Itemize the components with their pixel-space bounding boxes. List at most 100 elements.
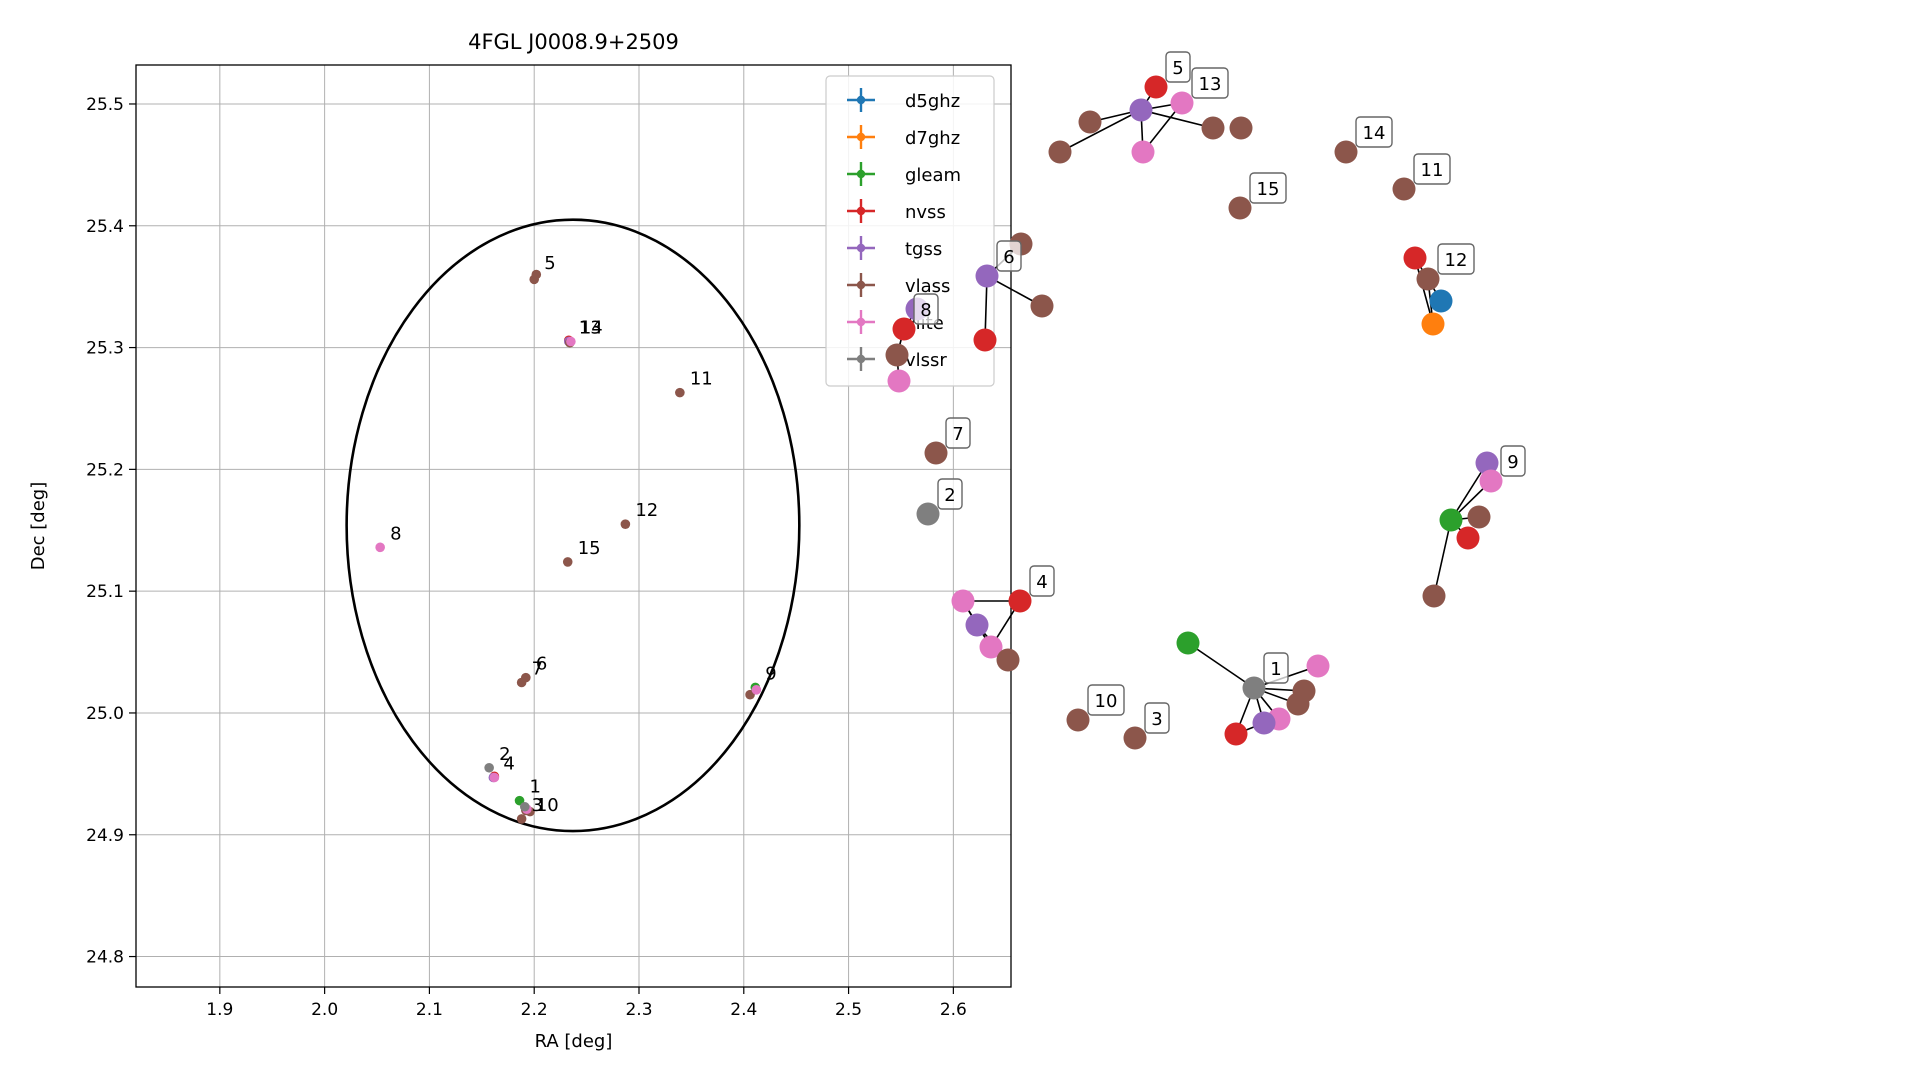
network-node-vlite	[951, 589, 975, 613]
network-node-vlass	[1066, 708, 1090, 732]
network-node-vlass	[1048, 140, 1072, 164]
network-label-text: 2	[944, 485, 955, 506]
network-label-box	[1413, 153, 1451, 185]
network-label-box	[937, 478, 963, 510]
legend-entry-vlssr: vlssr	[847, 347, 947, 371]
legend-entry-d7ghz: d7ghz	[847, 125, 960, 149]
network-label: 2	[937, 478, 963, 510]
legend-marker-dot	[856, 317, 866, 327]
network-node-nvss	[1144, 75, 1168, 99]
legend-label: vlass	[905, 276, 950, 297]
point-annotation: 5	[544, 253, 555, 274]
x-tick-label: 2.4	[730, 1000, 757, 1020]
point-vlass	[521, 672, 531, 683]
network-node-vlass	[996, 648, 1020, 672]
network-node-vlite	[1306, 654, 1330, 678]
legend-marker-dot	[856, 206, 866, 216]
network-label-text: 6	[1003, 247, 1014, 268]
error-ellipse	[345, 218, 801, 833]
network-label: 8	[913, 293, 939, 325]
network-label: 7	[945, 417, 971, 449]
legend-marker-dot	[856, 243, 866, 253]
network-label-text: 8	[920, 300, 931, 321]
legend-entry-d5ghz: d5ghz	[847, 88, 960, 112]
point-annotation: 12	[635, 500, 658, 521]
network-nodes	[885, 75, 1503, 750]
network-label-text: 3	[1151, 709, 1162, 730]
network-label-box	[1191, 67, 1229, 99]
network-node-vlass	[1422, 584, 1446, 608]
legend-label: vlssr	[905, 350, 947, 371]
y-tick-label: 25.2	[86, 460, 124, 480]
point-vlass	[516, 814, 527, 824]
y-tick-label: 25.5	[86, 95, 124, 115]
legend-marker-dot	[856, 132, 866, 142]
network-node-tgss	[975, 264, 999, 288]
point-annotation: 15	[578, 538, 601, 559]
network-node-vlite	[979, 635, 1003, 659]
x-axis-label: RA [deg]	[535, 1031, 613, 1052]
network-node-nvss	[973, 328, 997, 352]
legend-entry-gleam: gleam	[847, 162, 961, 186]
network-label-box	[1165, 51, 1191, 83]
network-node-nvss	[1403, 246, 1427, 270]
network-label: 15	[1249, 172, 1287, 204]
network-label-text: 13	[1199, 74, 1222, 95]
point-annotation: 9	[765, 663, 776, 684]
legend-entry-nvss: nvss	[847, 199, 946, 223]
point-annotation: 3	[532, 795, 543, 816]
network-label-box	[1500, 445, 1526, 477]
network-node-vlass	[1201, 116, 1225, 140]
network-label: 3	[1144, 702, 1170, 734]
point-annotation: 2	[499, 744, 510, 765]
network-label-text: 15	[1257, 179, 1280, 200]
network-node-tgss	[1129, 98, 1153, 122]
legend-marker-dot	[856, 280, 866, 290]
network-node-vlass	[1467, 505, 1491, 529]
network-label: 1	[1263, 652, 1289, 684]
network-node-vlass	[924, 441, 948, 465]
network-label-box	[1144, 702, 1170, 734]
network-node-vlass	[1229, 116, 1253, 140]
network-label-text: 11	[1421, 160, 1444, 181]
y-tick-label: 25.3	[86, 339, 124, 359]
network-label: 9	[1500, 445, 1526, 477]
point-annotation: 4	[503, 754, 514, 775]
network-node-vlssr	[1242, 676, 1266, 700]
network-node-vlass	[1334, 140, 1358, 164]
network-node-vlite	[1479, 469, 1503, 493]
network-node-tgss	[1475, 451, 1499, 475]
point-annotation: 10	[536, 795, 559, 816]
y-axis-label: Dec [deg]	[28, 482, 49, 571]
point-vlssr	[519, 801, 530, 812]
legend-marker-dot	[856, 169, 866, 179]
network-node-d7ghz	[1421, 312, 1445, 336]
chart-title: 4FGL J0008.9+2509	[468, 30, 679, 54]
legend-label: d7ghz	[905, 128, 960, 149]
point-vlssr	[484, 762, 494, 773]
point-vlass	[562, 557, 573, 567]
network-panel: 5 13 14 11 15 6 12 8 7 2 9 4 1 10 3	[885, 51, 1526, 750]
point-vlite	[489, 772, 500, 783]
y-tick-label: 25.0	[86, 704, 124, 724]
network-edge	[1187, 642, 1255, 689]
point-vlass	[675, 387, 685, 398]
plot-frame	[135, 64, 1012, 988]
legend-label: gleam	[905, 165, 961, 186]
point-vlass	[620, 519, 631, 529]
network-label: 6	[996, 240, 1022, 272]
network-node-vlite	[1131, 140, 1155, 164]
network-edge	[1140, 109, 1214, 129]
network-node-vlass	[1228, 196, 1252, 220]
network-node-nvss	[1224, 722, 1248, 746]
network-label-text: 7	[952, 424, 963, 445]
network-label: 11	[1413, 153, 1451, 185]
network-label-box	[913, 293, 939, 325]
x-tick-label: 2.0	[311, 1000, 338, 1020]
network-edge	[1059, 109, 1142, 153]
network-node-d5ghz	[1429, 289, 1453, 313]
point-vlass	[531, 269, 542, 280]
network-node-nvss	[1456, 526, 1480, 550]
network-node-nvss	[1008, 589, 1032, 613]
point-annotation: 8	[390, 523, 401, 544]
